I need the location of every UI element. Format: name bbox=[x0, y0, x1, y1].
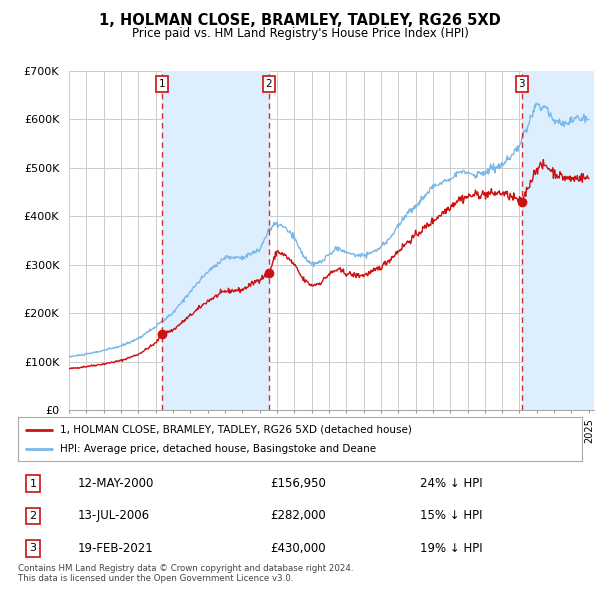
Text: 19-FEB-2021: 19-FEB-2021 bbox=[78, 542, 154, 555]
Text: 24% ↓ HPI: 24% ↓ HPI bbox=[420, 477, 482, 490]
Text: 1: 1 bbox=[159, 80, 166, 89]
Bar bbox=[522, 71, 594, 410]
Text: £156,950: £156,950 bbox=[270, 477, 326, 490]
Text: 2: 2 bbox=[266, 80, 272, 89]
Text: 1: 1 bbox=[29, 478, 37, 489]
Text: Price paid vs. HM Land Registry's House Price Index (HPI): Price paid vs. HM Land Registry's House … bbox=[131, 27, 469, 40]
Bar bbox=[162, 71, 269, 410]
Text: £430,000: £430,000 bbox=[270, 542, 326, 555]
Text: 1, HOLMAN CLOSE, BRAMLEY, TADLEY, RG26 5XD (detached house): 1, HOLMAN CLOSE, BRAMLEY, TADLEY, RG26 5… bbox=[60, 425, 412, 434]
Text: HPI: Average price, detached house, Basingstoke and Deane: HPI: Average price, detached house, Basi… bbox=[60, 444, 376, 454]
Text: 3: 3 bbox=[29, 543, 37, 553]
Text: 19% ↓ HPI: 19% ↓ HPI bbox=[420, 542, 482, 555]
Text: 15% ↓ HPI: 15% ↓ HPI bbox=[420, 509, 482, 523]
Text: £282,000: £282,000 bbox=[270, 509, 326, 523]
Text: 3: 3 bbox=[518, 80, 525, 89]
Text: 1, HOLMAN CLOSE, BRAMLEY, TADLEY, RG26 5XD: 1, HOLMAN CLOSE, BRAMLEY, TADLEY, RG26 5… bbox=[99, 13, 501, 28]
Text: 12-MAY-2000: 12-MAY-2000 bbox=[78, 477, 154, 490]
Text: 2: 2 bbox=[29, 511, 37, 521]
Text: 13-JUL-2006: 13-JUL-2006 bbox=[78, 509, 150, 523]
Text: Contains HM Land Registry data © Crown copyright and database right 2024.
This d: Contains HM Land Registry data © Crown c… bbox=[18, 563, 353, 583]
